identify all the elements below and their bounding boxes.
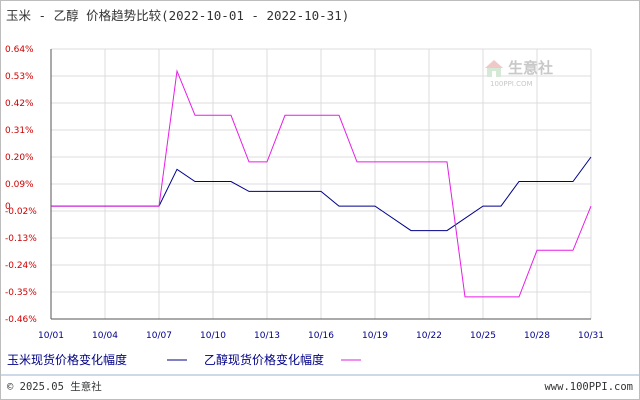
y-tick-label: 0.09%: [5, 180, 34, 190]
x-tick-label: 10/28: [524, 331, 550, 341]
watermark-brand: 生意社: [508, 59, 553, 77]
y-tick-label: 0.42%: [5, 99, 34, 109]
y-tick-label: -0.13%: [5, 234, 37, 244]
x-tick-label: 10/10: [200, 331, 226, 341]
watermark-url: 100PPI.COM: [490, 80, 533, 88]
x-tick-labels: 10/01 10/04 10/07 10/10 10/13 10/16 10/19 10/22…: [38, 331, 604, 341]
plot-axes: [50, 49, 591, 320]
x-tick-label: 10/16: [308, 331, 334, 341]
series-lines: [51, 69, 592, 298]
series-line-ethanol: [51, 69, 592, 298]
x-tick-label: 10/22: [416, 331, 442, 341]
watermark-logo: 生意社 100PPI.COM: [485, 59, 553, 88]
x-tick-label: 10/01: [38, 331, 64, 341]
chart-title: 玉米 - 乙醇 价格趋势比较(2022-10-01 - 2022-10-31): [6, 8, 349, 23]
legend-label-ethanol: 乙醇现货价格变化幅度: [204, 352, 324, 367]
y-tick-label: 0.53%: [5, 72, 34, 82]
y-tick-labels: 0.64% 0.53% 0.42% 0.31% 0.20% 0.09% -0.02% -0.1…: [5, 45, 37, 325]
y-tick-label: -0.02%: [5, 207, 37, 217]
series-line-corn: [51, 156, 592, 232]
y-tick-label: -0.46%: [5, 315, 37, 325]
legend: 玉米现货价格变化幅度 乙醇现货价格变化幅度: [7, 352, 361, 367]
y-tick-label: 0.20%: [5, 153, 34, 163]
x-tick-label: 10/04: [92, 331, 118, 341]
y-zero-label: 0: [5, 202, 11, 212]
x-tick-label: 10/25: [470, 331, 496, 341]
y-tick-label: -0.35%: [5, 288, 37, 298]
house-logo-icon: [485, 60, 503, 77]
grid-lines: [50, 48, 592, 320]
y-tick-label: -0.24%: [5, 261, 37, 271]
y-tick-label: 0.64%: [5, 45, 34, 55]
legend-label-corn: 玉米现货价格变化幅度: [7, 352, 127, 367]
x-tick-label: 10/19: [362, 331, 388, 341]
x-tick-label: 10/13: [254, 331, 280, 341]
x-tick-label: 10/31: [578, 331, 604, 341]
footer-site: www.100PPI.com: [544, 381, 633, 393]
y-tick-label: 0.31%: [5, 126, 34, 136]
x-tick-label: 10/07: [146, 331, 172, 341]
footer-copyright: © 2025.05 生意社: [7, 380, 102, 393]
